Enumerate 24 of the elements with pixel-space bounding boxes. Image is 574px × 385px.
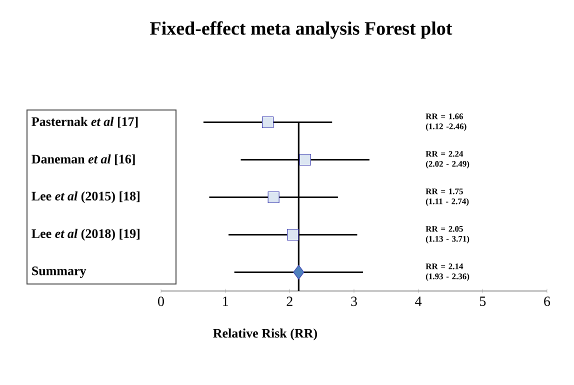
y-tick-label: Pasternak et al [17] xyxy=(32,116,138,128)
point xyxy=(262,116,274,128)
annotation: RR = 1.66 (1.12 -2.46) xyxy=(426,114,466,131)
x-tick-label: 1 xyxy=(223,296,228,306)
x-axis-title: Relative Risk (RR) xyxy=(213,328,317,340)
x-tick-label: 6 xyxy=(544,296,550,306)
annotation: RR = 2.05 (1.13 - 3.71) xyxy=(426,226,470,244)
y-tick-label: Lee et al (2015) [18] xyxy=(32,191,140,204)
point xyxy=(287,228,299,241)
y-tick-label: Summary xyxy=(32,266,86,278)
y-tick-label: Daneman et al [16] xyxy=(32,154,135,166)
x-tick-label: 3 xyxy=(351,296,357,306)
x-tick-label: 5 xyxy=(480,296,486,306)
annotation: RR = 2.14 (1.93 - 2.36) xyxy=(426,264,470,281)
annotation: RR = 1.75 (1.11 - 2.74) xyxy=(426,188,469,206)
annotation: RR = 2.24 (2.02 - 2.49) xyxy=(426,151,470,168)
x-tick-label: 4 xyxy=(415,296,422,306)
point xyxy=(268,191,280,204)
x-tick-label: 0 xyxy=(158,296,164,306)
x-tick-label: 2 xyxy=(286,296,292,306)
chart-title: Fixed-effect meta analysis Forest plot xyxy=(150,21,452,39)
point xyxy=(299,154,311,166)
point xyxy=(293,264,304,280)
y-tick-label: Lee et al (2018) [19] xyxy=(32,228,140,241)
